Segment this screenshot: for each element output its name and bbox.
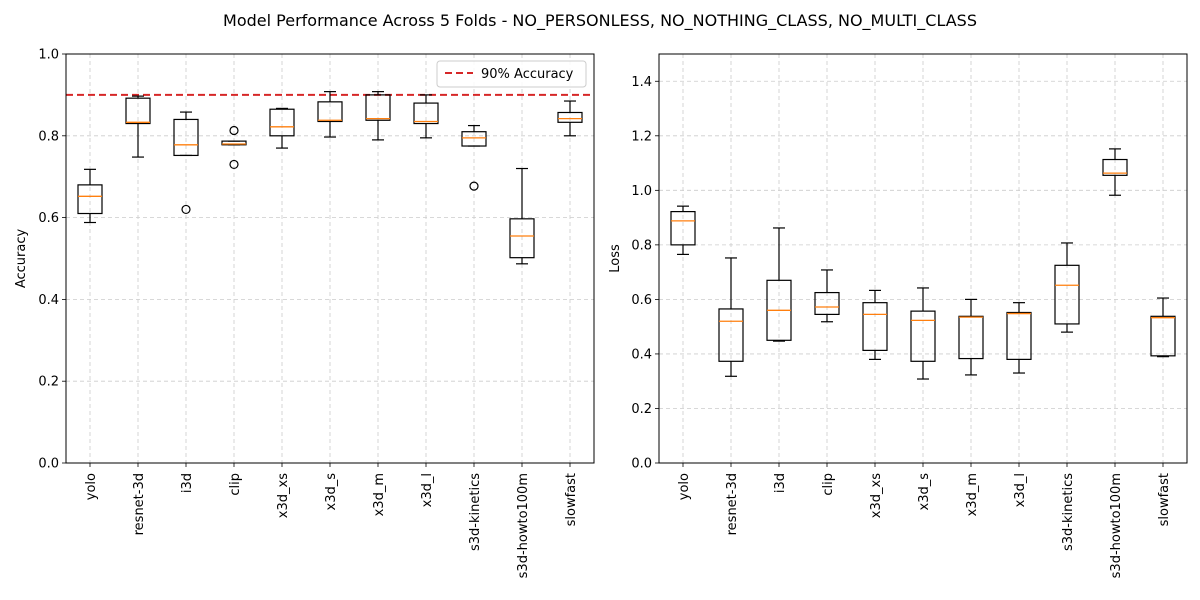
x-tick-label: i3d bbox=[180, 473, 195, 493]
box-x3d_xs bbox=[269, 107, 295, 149]
iqr-box bbox=[173, 118, 199, 157]
iqr-box bbox=[509, 218, 535, 259]
iqr-box bbox=[125, 97, 151, 125]
iqr-box bbox=[269, 108, 295, 137]
plot-frame bbox=[65, 53, 595, 464]
x-tick-label: x3d_s bbox=[324, 473, 339, 511]
box-x3d_xs bbox=[862, 289, 888, 360]
box-resnet-3d bbox=[718, 257, 744, 377]
outlier-point bbox=[229, 125, 239, 136]
box-x3d_s bbox=[910, 287, 936, 380]
y-tick-label: 0.2 bbox=[631, 402, 652, 417]
box-x3d_m bbox=[365, 91, 391, 141]
y-tick-label: 1.2 bbox=[631, 129, 652, 144]
box-slowfast bbox=[1150, 297, 1176, 358]
box-i3d bbox=[173, 111, 199, 215]
x-tick-label: resnet-3d bbox=[725, 473, 740, 535]
iqr-box bbox=[814, 291, 840, 315]
loss-chart: 0.0 0.2 0.4 0.6 0.8 1.0 1.2 1.4 yolo resnet-3d i3d… bbox=[608, 53, 1188, 578]
x-tick-label: clip bbox=[821, 473, 836, 496]
x-tick-label: s3d-howto100m bbox=[516, 473, 531, 578]
x-tick-label: s3d-kinetics bbox=[468, 473, 483, 551]
iqr-box bbox=[365, 94, 391, 121]
y-tick-label: 1.0 bbox=[631, 184, 652, 199]
x-tick-label: slowfast bbox=[1157, 473, 1172, 526]
x-tick-label: x3d_m bbox=[965, 473, 980, 516]
accuracy-chart: 0.0 0.2 0.4 0.6 0.8 1.0 yolo resnet-3d i3d clip x3… bbox=[14, 48, 595, 578]
iqr-box bbox=[557, 111, 583, 123]
legend: 90% Accuracy bbox=[436, 60, 587, 88]
y-tick-label: 0.6 bbox=[38, 211, 59, 226]
y-tick-label: 0.2 bbox=[38, 375, 59, 390]
x-tick-label: x3d_l bbox=[420, 473, 435, 507]
x-tick-label: x3d_xs bbox=[276, 473, 291, 518]
box-yolo bbox=[670, 205, 696, 256]
plot-frame bbox=[658, 53, 1188, 464]
box-s3d-kinetics bbox=[461, 124, 487, 191]
x-tick-label: x3d_m bbox=[372, 473, 387, 516]
box-s3d-howto100m bbox=[1102, 148, 1128, 196]
iqr-box bbox=[317, 101, 343, 123]
x-tick-label: slowfast bbox=[564, 473, 579, 526]
box-s3d-howto100m bbox=[509, 167, 535, 265]
legend-label: 90% Accuracy bbox=[481, 67, 574, 82]
iqr-box bbox=[958, 315, 984, 360]
x-tick-label: resnet-3d bbox=[132, 473, 147, 535]
y-tick-label: 0.4 bbox=[631, 347, 652, 362]
box-x3d_l bbox=[413, 94, 439, 139]
iqr-box bbox=[413, 102, 439, 125]
x-tick-label: s3d-howto100m bbox=[1109, 473, 1124, 578]
x-tick-label: s3d-kinetics bbox=[1061, 473, 1076, 551]
y-tick-label: 1.0 bbox=[38, 48, 59, 63]
box-s3d-kinetics bbox=[1054, 242, 1080, 333]
iqr-box bbox=[221, 140, 247, 146]
x-tick-label: yolo bbox=[677, 473, 692, 500]
iqr-box bbox=[77, 184, 103, 215]
y-axis-label: Loss bbox=[608, 244, 623, 273]
box-x3d_s bbox=[317, 91, 343, 138]
figure-title: Model Performance Across 5 Folds - NO_PE… bbox=[223, 11, 977, 31]
box-slowfast bbox=[557, 100, 583, 137]
legend-box bbox=[436, 60, 587, 88]
box-i3d bbox=[766, 227, 792, 342]
y-tick-label: 0.8 bbox=[631, 238, 652, 253]
x-tick-label: x3d_s bbox=[917, 473, 932, 511]
y-tick-label: 0.0 bbox=[631, 457, 652, 472]
iqr-box bbox=[670, 211, 696, 246]
outlier-point bbox=[229, 159, 239, 170]
iqr-box bbox=[1054, 264, 1080, 325]
outlier-point bbox=[181, 204, 191, 215]
iqr-box bbox=[461, 131, 487, 147]
box-yolo bbox=[77, 168, 103, 224]
y-tick-label: 0.8 bbox=[38, 129, 59, 144]
x-tick-label: clip bbox=[228, 473, 243, 496]
box-x3d_m bbox=[958, 298, 984, 376]
iqr-box bbox=[910, 310, 936, 362]
outlier-point bbox=[469, 181, 479, 191]
y-tick-label: 1.4 bbox=[631, 75, 652, 90]
iqr-box bbox=[1102, 158, 1128, 176]
x-tick-label: x3d_xs bbox=[869, 473, 884, 518]
box-x3d_l bbox=[1006, 302, 1032, 374]
x-tick-label: yolo bbox=[84, 473, 99, 500]
box-clip bbox=[814, 269, 840, 323]
y-tick-label: 0.0 bbox=[38, 457, 59, 472]
box-resnet-3d bbox=[125, 95, 151, 158]
iqr-box bbox=[862, 302, 888, 351]
x-tick-label: x3d_l bbox=[1013, 473, 1028, 507]
x-tick-label: i3d bbox=[773, 473, 788, 493]
y-axis-label: Accuracy bbox=[14, 229, 29, 289]
y-tick-label: 0.6 bbox=[631, 293, 652, 308]
iqr-box bbox=[1150, 315, 1176, 357]
iqr-box bbox=[1006, 311, 1032, 360]
y-tick-label: 0.4 bbox=[38, 293, 59, 308]
box-clip bbox=[221, 125, 247, 170]
iqr-box bbox=[718, 308, 744, 362]
